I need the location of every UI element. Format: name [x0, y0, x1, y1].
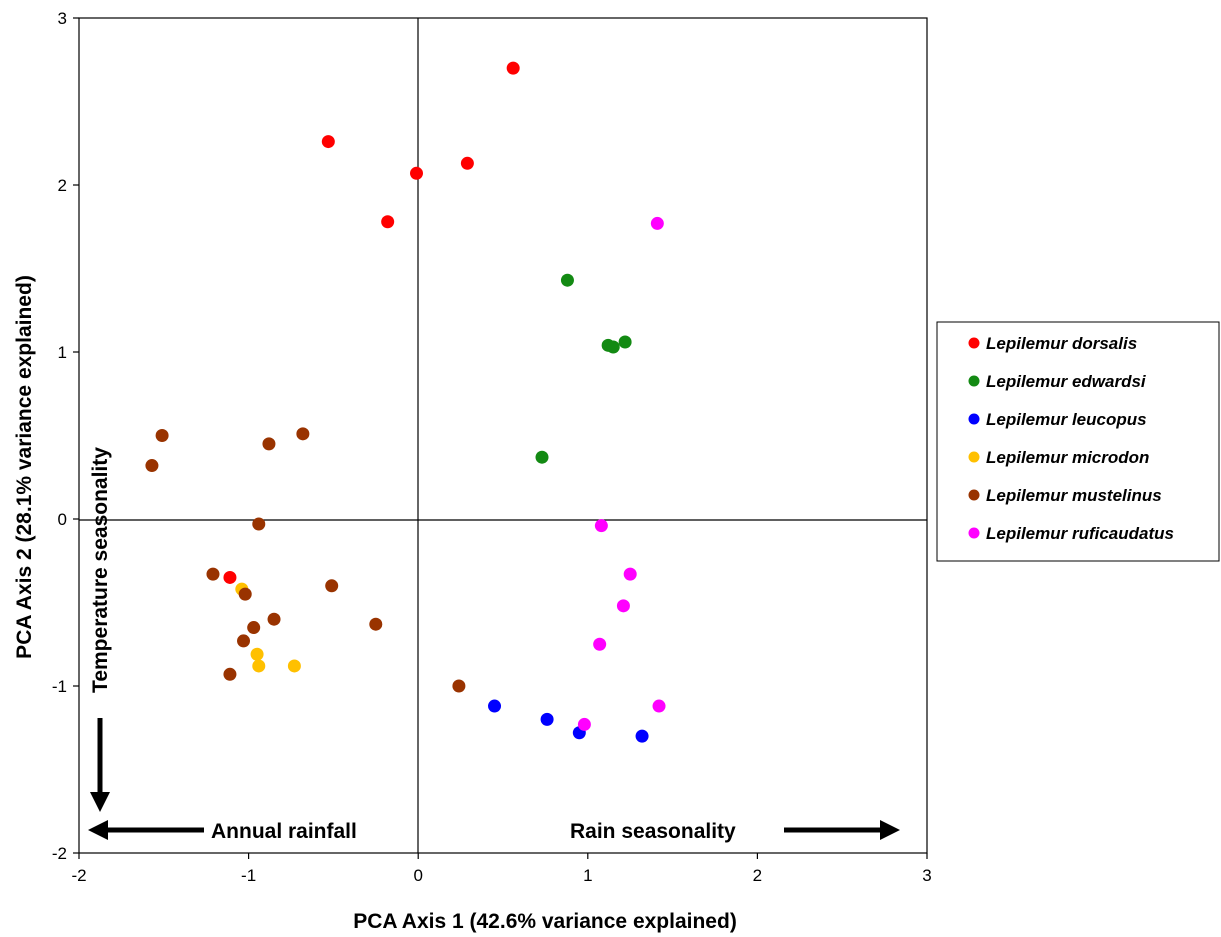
- point-lepilemur-mustelinus: [206, 567, 220, 581]
- temperature-seasonality-label: Temperature seasonality: [89, 447, 112, 693]
- point-lepilemur-ruficaudatus: [623, 567, 637, 581]
- point-lepilemur-dorsalis: [506, 61, 520, 75]
- point-lepilemur-ruficaudatus: [577, 717, 591, 731]
- x-tick-label: 3: [922, 866, 931, 885]
- x-tick-label: 0: [413, 866, 422, 885]
- legend-marker: [968, 527, 980, 539]
- point-lepilemur-mustelinus: [325, 579, 339, 593]
- point-lepilemur-dorsalis: [223, 570, 237, 584]
- point-lepilemur-edwardsi: [535, 450, 549, 464]
- legend-marker: [968, 489, 980, 501]
- plot-area-border: [78, 17, 928, 854]
- point-lepilemur-mustelinus: [369, 617, 383, 631]
- x-tick-label: -2: [71, 866, 86, 885]
- y-axis-title: PCA Axis 2 (28.1% variance explained): [13, 275, 36, 659]
- legend-label: Lepilemur mustelinus: [986, 486, 1162, 505]
- point-lepilemur-edwardsi: [606, 340, 620, 354]
- rain-seasonality-label: Rain seasonality: [570, 820, 736, 843]
- legend-marker: [968, 337, 980, 349]
- legend-marker: [968, 451, 980, 463]
- x-axis-ticks: -2 -1 0 1 2 3: [71, 853, 932, 885]
- legend-box: [936, 321, 1220, 562]
- point-lepilemur-microdon: [287, 659, 301, 673]
- y-axis-ticks: -2 -1 0 1 2 3: [52, 9, 79, 863]
- y-tick-label: 1: [58, 343, 67, 362]
- point-lepilemur-edwardsi: [618, 335, 632, 349]
- point-lepilemur-ruficaudatus: [593, 637, 607, 651]
- point-lepilemur-leucopus: [488, 699, 502, 713]
- legend-label: Lepilemur edwardsi: [986, 372, 1147, 391]
- point-lepilemur-mustelinus: [238, 587, 252, 601]
- point-lepilemur-mustelinus: [145, 459, 159, 473]
- point-lepilemur-dorsalis: [321, 135, 335, 149]
- y-tick-label: 3: [58, 9, 67, 28]
- y-tick-label: -2: [52, 844, 67, 863]
- point-lepilemur-dorsalis: [460, 156, 474, 170]
- legend-marker: [968, 375, 980, 387]
- legend-marker: [968, 413, 980, 425]
- point-lepilemur-mustelinus: [155, 429, 169, 442]
- point-lepilemur-mustelinus: [262, 437, 276, 451]
- point-lepilemur-ruficaudatus: [616, 599, 630, 613]
- x-tick-label: 2: [753, 866, 762, 885]
- point-lepilemur-ruficaudatus: [652, 699, 666, 713]
- point-lepilemur-mustelinus: [452, 679, 466, 693]
- point-lepilemur-leucopus: [635, 729, 649, 743]
- legend-label: Lepilemur microdon: [986, 448, 1149, 467]
- point-lepilemur-dorsalis: [381, 215, 395, 229]
- x-tick-label: -1: [241, 866, 256, 885]
- legend-label: Lepilemur leucopus: [986, 410, 1147, 429]
- annual-rainfall-label: Annual rainfall: [211, 820, 357, 843]
- legend: Lepilemur dorsalis Lepilemur edwardsi Lepi…: [936, 321, 1220, 562]
- x-axis-title: PCA Axis 1 (42.6% variance explained): [353, 910, 737, 933]
- legend-label: Lepilemur ruficaudatus: [986, 524, 1174, 543]
- point-lepilemur-microdon: [252, 659, 266, 673]
- legend-label: Lepilemur dorsalis: [986, 334, 1137, 353]
- point-lepilemur-mustelinus: [237, 634, 251, 648]
- y-tick-label: -1: [52, 677, 67, 696]
- data-points: [145, 61, 666, 743]
- point-lepilemur-ruficaudatus: [594, 519, 608, 533]
- x-tick-label: 1: [583, 866, 592, 885]
- point-lepilemur-mustelinus: [247, 621, 261, 635]
- point-lepilemur-mustelinus: [296, 427, 310, 441]
- point-lepilemur-leucopus: [540, 712, 554, 726]
- point-lepilemur-dorsalis: [410, 166, 424, 180]
- point-lepilemur-edwardsi: [560, 273, 574, 287]
- point-lepilemur-mustelinus: [267, 612, 281, 626]
- point-lepilemur-ruficaudatus: [650, 216, 664, 230]
- y-tick-label: 0: [58, 510, 67, 529]
- point-lepilemur-mustelinus: [252, 517, 266, 531]
- point-lepilemur-mustelinus: [223, 667, 237, 681]
- point-lepilemur-microdon: [250, 647, 264, 661]
- y-tick-label: 2: [58, 176, 67, 195]
